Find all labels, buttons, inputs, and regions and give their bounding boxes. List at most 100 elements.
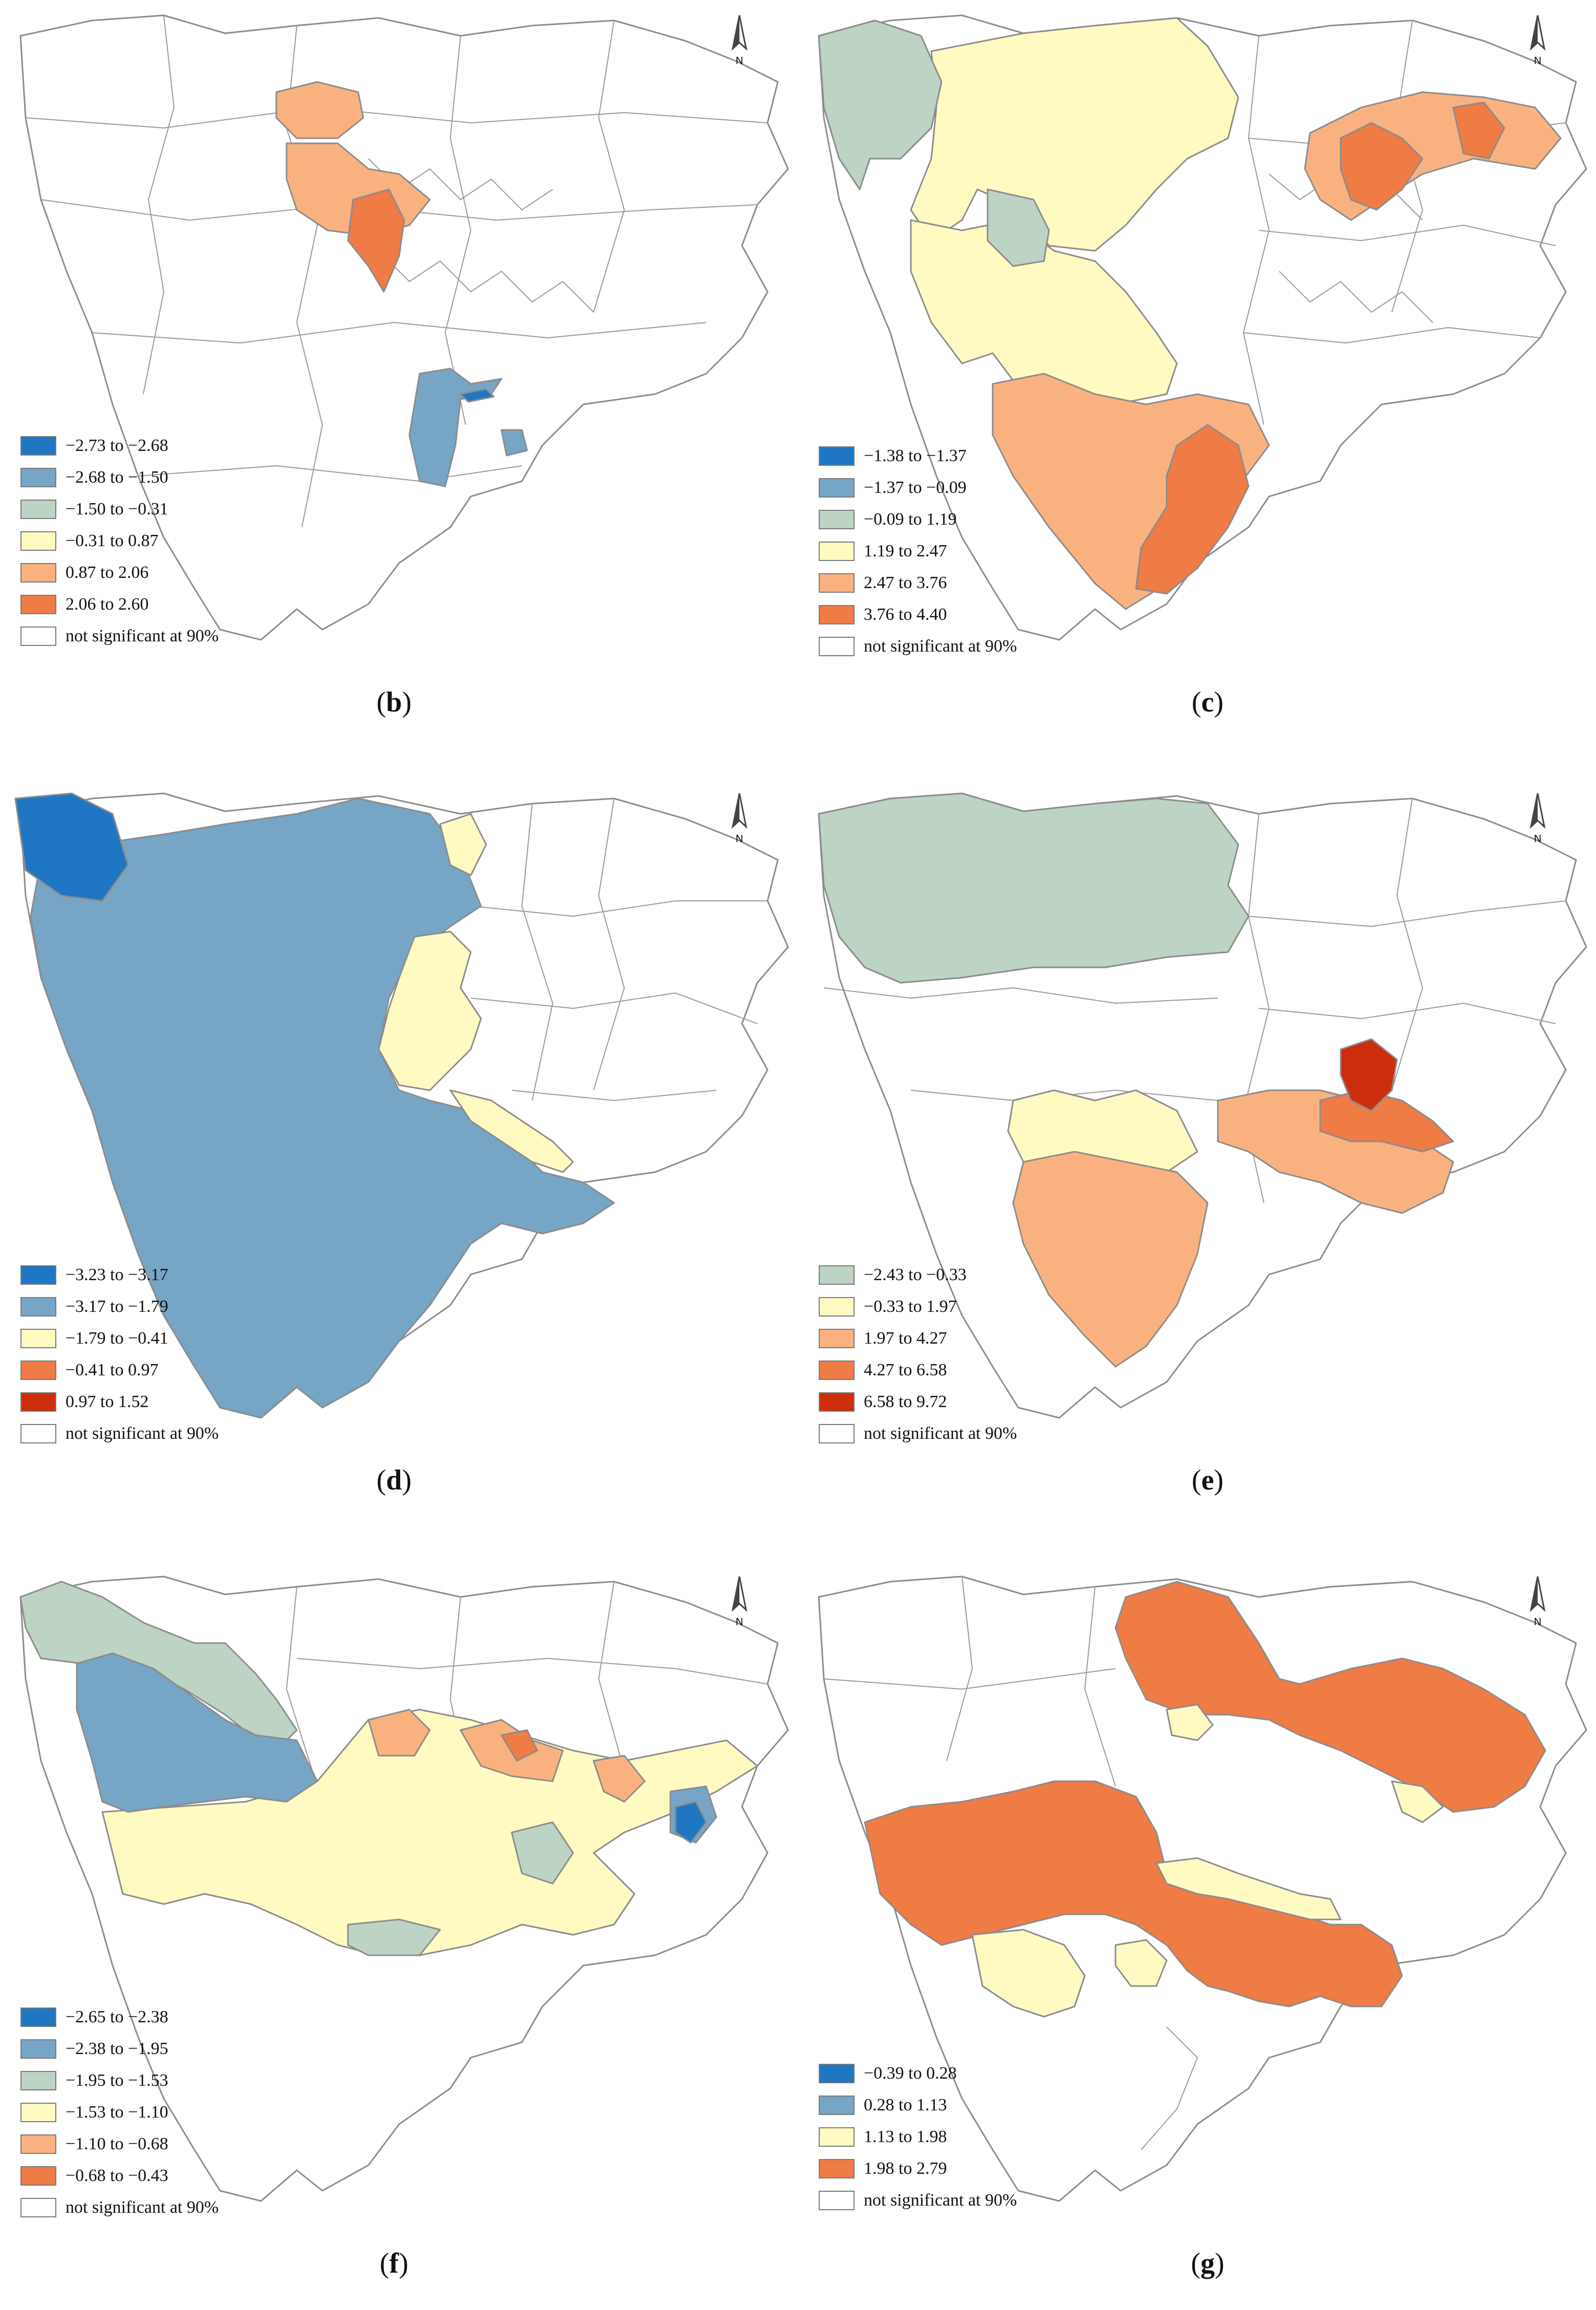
region-d-yellow-2 <box>378 931 482 1091</box>
north-arrow-f: N <box>722 1574 757 1630</box>
legend-row: −2.38 to −1.95 <box>20 2033 218 2065</box>
legend-label: not significant at 90% <box>864 1424 1017 1443</box>
legend-swatch <box>20 2039 56 2059</box>
legend-swatch <box>20 1424 56 1443</box>
choropleth-map-f <box>19 1575 789 2202</box>
north-arrow-icon: N <box>1529 793 1546 845</box>
north-arrow-c: N <box>1520 13 1556 69</box>
legend-row: 1.19 to 2.47 <box>819 535 1017 567</box>
legend-d: −3.23 to −3.17 −3.17 to −1.79 −1.79 to −… <box>20 1259 218 1450</box>
legend-row: −1.37 to −0.09 <box>819 472 1017 504</box>
legend-swatch <box>819 1424 855 1443</box>
legend-f: −2.65 to −2.38 −2.38 to −1.95 −1.95 to −… <box>20 2001 218 2223</box>
region-d-deep-nw <box>14 792 129 902</box>
region-c-sage-mid <box>987 188 1050 267</box>
legend-swatch <box>819 478 855 498</box>
legend-row: not significant at 90% <box>20 1418 218 1450</box>
legend-row: −2.73 to −2.68 <box>20 430 218 462</box>
legend-row: not significant at 90% <box>20 620 218 652</box>
legend-swatch <box>819 2191 855 2210</box>
map-panel-c: N −1.38 to −1.37 −1.37 to −0.09 −0.09 to… <box>808 5 1587 718</box>
highlight-region-b1 <box>275 81 364 139</box>
legend-row: 2.47 to 3.76 <box>819 567 1017 599</box>
legend-swatch <box>20 2071 56 2090</box>
legend-row: not significant at 90% <box>819 631 1017 662</box>
legend-row: not significant at 90% <box>819 2185 1017 2216</box>
legend-row: −1.50 to −0.31 <box>20 493 218 525</box>
legend-label: 2.06 to 2.60 <box>65 595 149 614</box>
legend-row: 4.27 to 6.58 <box>819 1354 1017 1386</box>
region-f-deep-east <box>674 1801 707 1844</box>
legend-label: −2.68 to −1.50 <box>65 468 168 487</box>
legend-row: 6.58 to 9.72 <box>819 1386 1017 1418</box>
north-arrow-icon: N <box>1529 15 1546 67</box>
legend-label: −0.09 to 1.19 <box>864 510 957 529</box>
legend-row: −0.31 to 0.87 <box>20 525 218 557</box>
svg-text:N: N <box>736 1616 743 1628</box>
legend-row: −1.53 to −1.10 <box>20 2097 218 2128</box>
choropleth-map-d <box>14 792 789 1419</box>
region-g-yellow-2 <box>1391 1780 1444 1823</box>
region-f-peach-3 <box>593 1755 646 1803</box>
map-outline-b <box>19 14 789 641</box>
region-g-yellow-1 <box>1166 1703 1214 1741</box>
svg-text:N: N <box>1534 55 1541 67</box>
legend-g: −0.39 to 0.28 0.28 to 1.13 1.13 to 1.98 … <box>819 2058 1017 2216</box>
legend-swatch <box>819 1297 855 1316</box>
highlight-region-b3 <box>347 188 405 293</box>
legend-row: 0.97 to 1.52 <box>20 1386 218 1418</box>
legend-label: −2.73 to −2.68 <box>65 436 168 455</box>
legend-row: 1.98 to 2.79 <box>819 2153 1017 2185</box>
panel-caption-b: (b) <box>376 686 412 718</box>
north-arrow-icon: N <box>731 793 748 845</box>
region-e-red-east <box>1340 1038 1398 1112</box>
region-c-orange-south <box>1135 424 1250 595</box>
region-f-peach-1 <box>367 1709 431 1757</box>
legend-row: −0.39 to 0.28 <box>819 2058 1017 2089</box>
legend-row: 0.28 to 1.13 <box>819 2089 1017 2121</box>
legend-row: −2.68 to −1.50 <box>20 462 218 493</box>
legend-label: not significant at 90% <box>65 2198 219 2217</box>
region-g-yellow-3 <box>1155 1857 1342 1920</box>
legend-swatch <box>20 2198 56 2217</box>
legend-label: 1.19 to 2.47 <box>864 542 947 560</box>
legend-swatch <box>819 510 855 529</box>
legend-label: −1.50 to −0.31 <box>65 500 168 519</box>
legend-swatch <box>819 605 855 624</box>
legend-row: −3.17 to −1.79 <box>20 1291 218 1323</box>
region-d-yellow-1 <box>439 813 487 876</box>
region-f-steel-west <box>76 1652 318 1813</box>
legend-swatch <box>20 500 56 519</box>
north-arrow-e: N <box>1520 791 1556 847</box>
legend-label: 3.76 to 4.40 <box>864 605 947 624</box>
region-g-orange-sw <box>864 1780 1403 2007</box>
legend-label: 1.97 to 4.27 <box>864 1329 947 1348</box>
highlight-region-b6 <box>460 388 495 403</box>
region-e-yellow-sw <box>1007 1089 1198 1173</box>
highlight-region-b5 <box>500 429 528 457</box>
legend-swatch <box>819 2096 855 2115</box>
legend-label: −1.79 to −0.41 <box>65 1329 168 1348</box>
legend-swatch <box>20 2134 56 2154</box>
legend-row: −3.23 to −3.17 <box>20 1259 218 1291</box>
legend-swatch <box>20 468 56 487</box>
north-arrow-icon: N <box>731 1576 748 1628</box>
legend-label: not significant at 90% <box>864 2191 1017 2210</box>
region-c-orange-ne <box>1340 122 1424 211</box>
panel-caption-e: (e) <box>1191 1464 1224 1496</box>
map-panel-f: N −2.65 to −2.38 −2.38 to −1.95 −1.95 to… <box>10 1566 789 2279</box>
legend-swatch <box>20 1297 56 1316</box>
legend-label: −1.38 to −1.37 <box>864 446 967 465</box>
legend-swatch <box>20 531 56 551</box>
legend-label: −1.53 to −1.10 <box>65 2103 168 2122</box>
legend-label: −2.43 to −0.33 <box>864 1265 967 1284</box>
legend-swatch <box>20 1361 56 1380</box>
panel-caption-d: (d) <box>376 1464 412 1496</box>
legend-swatch <box>20 1265 56 1285</box>
legend-row: not significant at 90% <box>20 2192 218 2223</box>
region-d-yellow-3 <box>449 1089 574 1173</box>
legend-label: 0.87 to 2.06 <box>65 563 149 582</box>
legend-row: −0.33 to 1.97 <box>819 1291 1017 1323</box>
legend-row: 1.13 to 1.98 <box>819 2121 1017 2153</box>
choropleth-map-c <box>818 14 1587 641</box>
